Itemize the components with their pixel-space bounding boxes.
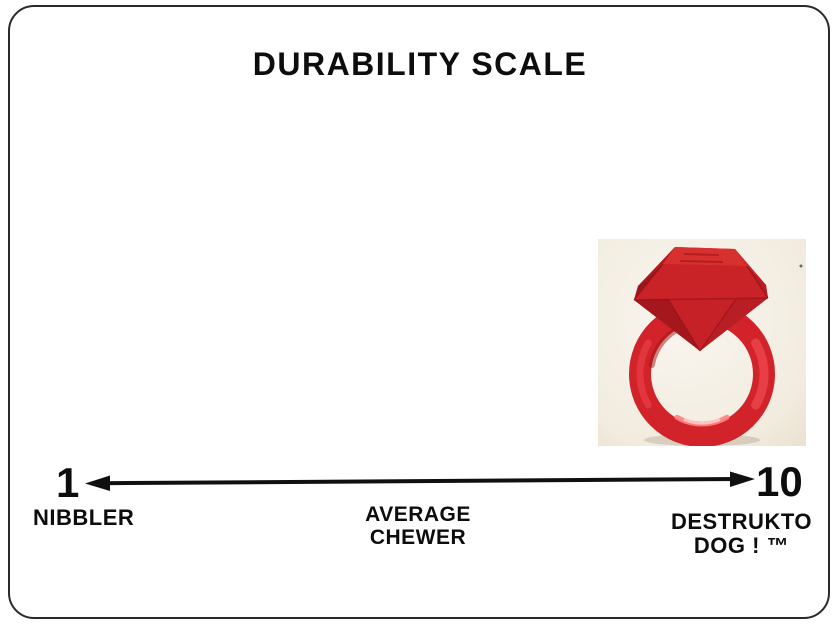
scale-min-label: NIBBLER: [33, 505, 135, 530]
scale-mid-label-line1: AVERAGE: [365, 503, 471, 526]
scale-arrow: [82, 470, 758, 494]
ring-toy-illustration: [598, 239, 806, 446]
photo-speck: [799, 264, 803, 268]
scale-max-label: DESTRUKTO DOG ! ™: [649, 510, 834, 558]
scale-max-label-line1: DESTRUKTO: [671, 509, 812, 534]
scale-max-label-line2: DOG ! ™: [693, 533, 790, 558]
scale-mid-label: AVERAGE CHEWER: [328, 503, 508, 549]
scale-min-value: 1: [56, 459, 80, 506]
card-border: [8, 5, 830, 619]
scale-max-value: 10: [756, 458, 803, 505]
scale-mid-label-line2: CHEWER: [369, 526, 467, 549]
gem: [633, 247, 769, 352]
ring-toy-photo: [598, 239, 806, 446]
double-arrow-icon: [85, 471, 755, 491]
page-title: DURABILITY SCALE: [252, 46, 588, 82]
